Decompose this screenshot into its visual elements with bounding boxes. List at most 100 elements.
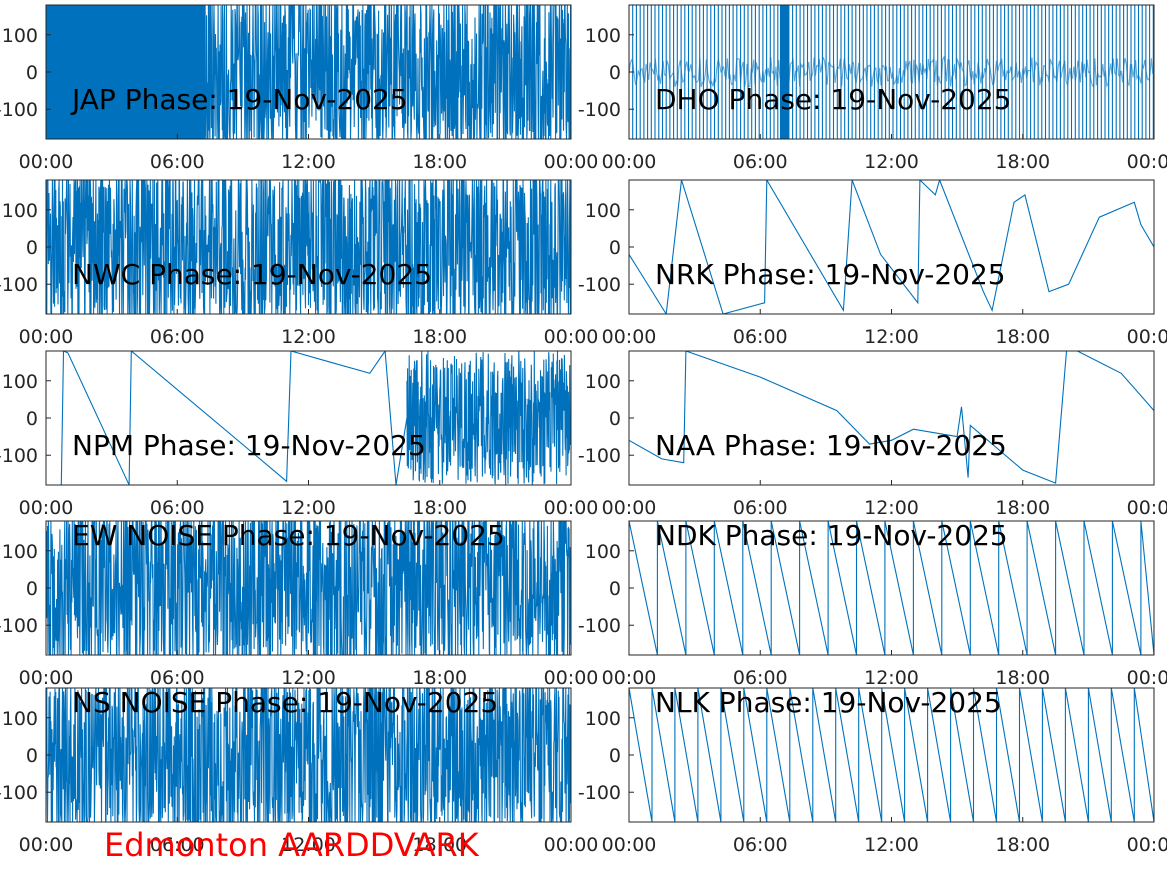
x-tick-label: 00:00 [602, 667, 657, 689]
chart-panel-4: 100 0 -100 00:00 06:00 12:00 18:00 00:00 NRK Pha… [578, 179, 1167, 348]
x-tick-label: 18:00 [412, 151, 467, 173]
y-tick-label: 0 [26, 237, 38, 259]
y-tick-label: 100 [585, 200, 621, 222]
chart-panel-6: 100 0 -100 00:00 06:00 12:00 18:00 00:00 NAA Pha… [578, 350, 1167, 519]
x-tick-label: 00:00 [19, 834, 74, 856]
x-tick-label: 12:00 [281, 834, 336, 856]
y-tick-label: -100 [578, 782, 621, 804]
x-tick-label: 00:00 [544, 667, 599, 689]
y-tick-label: -100 [578, 615, 621, 637]
chart-panel-3: 100 0 -100 00:00 06:00 12:00 18:00 00:00 NWC Pha… [0, 179, 599, 348]
chart-panel-5: 100 0 -100 00:00 06:00 12:00 18:00 00:00 NPM Pha… [0, 350, 598, 519]
x-tick-label: 00:00 [1127, 667, 1167, 689]
dense-band [46, 5, 206, 139]
x-tick-label: 12:00 [281, 497, 336, 519]
x-tick-label: 06:00 [150, 497, 205, 519]
chart-panel-2: 100 0 -100 00:00 06:00 12:00 18:00 00:00 DHO Pha… [578, 4, 1167, 173]
panel-title: EW NOISE Phase: 19-Nov-2025 [72, 519, 505, 552]
y-tick-label: 0 [26, 62, 38, 84]
x-tick-label: 12:00 [281, 326, 336, 348]
y-tick-label: 0 [609, 237, 621, 259]
axes-box [628, 350, 1155, 486]
panel-title: NWC Phase: 19-Nov-2025 [72, 258, 432, 291]
chart-panel-10: 100 0 -100 00:00 06:00 12:00 18:00 00:00 NLK Pha… [578, 686, 1167, 856]
x-tick-label: 18:00 [412, 834, 467, 856]
x-tick-label: 18:00 [412, 497, 467, 519]
y-tick-label: -100 [0, 615, 38, 637]
series-line [46, 180, 571, 314]
x-tick-label: 00:00 [19, 667, 74, 689]
x-tick-label: 00:00 [602, 834, 657, 856]
chart-panel-9: 100 0 -100 00:00 06:00 12:00 18:00 00:00 NS NOIS… [0, 686, 598, 856]
series-line [46, 521, 571, 655]
series-line [46, 5, 571, 139]
y-tick-label: 100 [2, 25, 38, 47]
x-tick-label: 12:00 [864, 151, 919, 173]
y-tick-label: 0 [26, 408, 38, 430]
x-tick-label: 18:00 [995, 834, 1050, 856]
x-tick-label: 06:00 [150, 667, 205, 689]
chart-panel-1: 100 0 -100 00:00 06:00 12:00 18:00 00:00 JAP Pha… [0, 4, 599, 173]
series-line [629, 351, 1154, 484]
y-tick-label: -100 [0, 99, 38, 121]
y-tick-label: 100 [2, 708, 38, 730]
x-tick-label: 06:00 [733, 834, 788, 856]
x-tick-label: 00:00 [1127, 834, 1167, 856]
x-tick-label: 00:00 [544, 834, 599, 856]
x-tick-label: 00:00 [602, 151, 657, 173]
x-tick-label: 12:00 [281, 667, 336, 689]
x-tick-label: 18:00 [995, 667, 1050, 689]
y-tick-label: 0 [609, 745, 621, 767]
series-line [46, 688, 571, 822]
x-tick-label: 18:00 [995, 497, 1050, 519]
y-tick-label: -100 [0, 274, 38, 296]
x-tick-label: 06:00 [733, 667, 788, 689]
panel-title: JAP Phase: 19-Nov-2025 [70, 83, 408, 116]
figure-caption: Edmonton AARDDVARK [104, 826, 479, 864]
axes-box [628, 179, 1155, 315]
panel-title: NLK Phase: 19-Nov-2025 [655, 686, 1002, 719]
chart-panel-8: 100 0 -100 00:00 06:00 12:00 18:00 00:00 NDK Pha… [578, 519, 1167, 689]
y-tick-label: 0 [609, 578, 621, 600]
x-tick-label: 00:00 [1127, 497, 1167, 519]
x-tick-label: 00:00 [19, 326, 74, 348]
panel-title: NAA Phase: 19-Nov-2025 [655, 429, 1007, 462]
y-tick-label: 100 [2, 200, 38, 222]
x-tick-label: 00:00 [544, 151, 599, 173]
x-tick-label: 00:00 [1127, 326, 1167, 348]
x-tick-label: 00:00 [1127, 151, 1167, 173]
x-tick-label: 12:00 [281, 151, 336, 173]
chart-panel-7: 100 0 -100 00:00 06:00 12:00 18:00 00:00 EW NOIS… [0, 519, 598, 689]
x-tick-label: 18:00 [412, 326, 467, 348]
x-tick-label: 06:00 [150, 326, 205, 348]
series-line [629, 5, 1154, 139]
y-tick-label: 0 [609, 62, 621, 84]
y-tick-label: 100 [585, 25, 621, 47]
y-tick-label: -100 [0, 445, 38, 467]
y-tick-label: 0 [26, 745, 38, 767]
y-tick-label: 100 [585, 541, 621, 563]
panel-title: NPM Phase: 19-Nov-2025 [72, 429, 426, 462]
y-tick-label: 0 [26, 578, 38, 600]
x-tick-label: 06:00 [733, 326, 788, 348]
x-tick-label: 00:00 [544, 326, 599, 348]
y-tick-label: -100 [578, 274, 621, 296]
y-tick-label: 100 [2, 371, 38, 393]
x-tick-label: 00:00 [602, 497, 657, 519]
x-tick-label: 00:00 [602, 326, 657, 348]
x-tick-label: 06:00 [733, 151, 788, 173]
series-line [46, 351, 571, 485]
series-line [629, 180, 1154, 314]
x-tick-label: 06:00 [733, 497, 788, 519]
x-tick-label: 12:00 [864, 497, 919, 519]
x-tick-label: 18:00 [995, 326, 1050, 348]
y-tick-label: -100 [578, 99, 621, 121]
y-tick-label: -100 [578, 445, 621, 467]
panel-title: DHO Phase: 19-Nov-2025 [655, 83, 1011, 116]
y-tick-label: 100 [585, 371, 621, 393]
x-tick-label: 12:00 [864, 834, 919, 856]
x-tick-label: 18:00 [995, 151, 1050, 173]
x-tick-label: 06:00 [150, 834, 205, 856]
panel-title: NDK Phase: 19-Nov-2025 [655, 519, 1008, 552]
